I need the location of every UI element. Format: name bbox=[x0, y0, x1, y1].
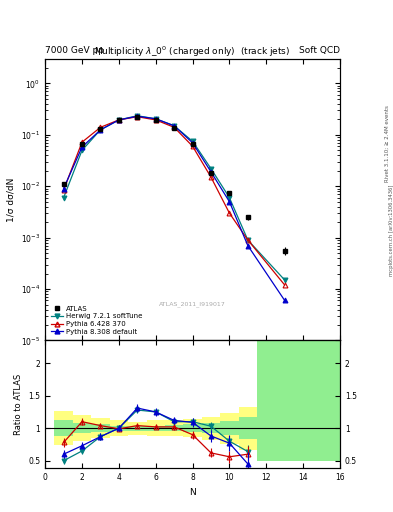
Pythia 6.428 370 bbox=[153, 117, 158, 123]
Pythia 6.428 370 bbox=[80, 139, 84, 145]
Pythia 8.308 default bbox=[190, 140, 195, 146]
Text: Soft QCD: Soft QCD bbox=[299, 46, 340, 55]
Text: ATLAS_2011_I919017: ATLAS_2011_I919017 bbox=[159, 301, 226, 307]
Herwig 7.2.1 softTune bbox=[190, 138, 195, 144]
Pythia 6.428 370 bbox=[98, 124, 103, 131]
Y-axis label: 1/σ dσ/dN: 1/σ dσ/dN bbox=[6, 178, 15, 222]
Line: Pythia 8.308 default: Pythia 8.308 default bbox=[61, 114, 287, 303]
Pythia 8.308 default bbox=[153, 116, 158, 122]
Pythia 6.428 370 bbox=[172, 124, 176, 131]
Pythia 6.428 370 bbox=[116, 117, 121, 123]
Line: Pythia 6.428 370: Pythia 6.428 370 bbox=[61, 114, 287, 287]
Pythia 8.308 default bbox=[246, 243, 250, 249]
Pythia 6.428 370 bbox=[227, 210, 232, 216]
Pythia 8.308 default bbox=[209, 169, 213, 175]
Y-axis label: Ratio to ATLAS: Ratio to ATLAS bbox=[14, 374, 23, 435]
Herwig 7.2.1 softTune bbox=[116, 117, 121, 123]
Herwig 7.2.1 softTune bbox=[172, 123, 176, 129]
X-axis label: N: N bbox=[189, 488, 196, 497]
Pythia 8.308 default bbox=[61, 185, 66, 191]
Text: 7000 GeV pp: 7000 GeV pp bbox=[45, 46, 104, 55]
Title: Multiplicity $\lambda\_0^0$ (charged only)  (track jets): Multiplicity $\lambda\_0^0$ (charged onl… bbox=[94, 45, 291, 59]
Herwig 7.2.1 softTune bbox=[246, 237, 250, 243]
Pythia 8.308 default bbox=[227, 199, 232, 205]
Pythia 6.428 370 bbox=[190, 143, 195, 150]
Herwig 7.2.1 softTune bbox=[209, 165, 213, 172]
Text: Rivet 3.1.10; ≥ 2.4M events: Rivet 3.1.10; ≥ 2.4M events bbox=[385, 105, 389, 182]
Legend: ATLAS, Herwig 7.2.1 softTune, Pythia 6.428 370, Pythia 8.308 default: ATLAS, Herwig 7.2.1 softTune, Pythia 6.4… bbox=[49, 304, 145, 337]
Pythia 6.428 370 bbox=[282, 282, 287, 288]
Pythia 8.308 default bbox=[80, 144, 84, 150]
Pythia 6.428 370 bbox=[61, 187, 66, 193]
Herwig 7.2.1 softTune bbox=[61, 195, 66, 201]
Herwig 7.2.1 softTune bbox=[135, 113, 140, 119]
Herwig 7.2.1 softTune bbox=[80, 147, 84, 154]
Herwig 7.2.1 softTune bbox=[98, 127, 103, 133]
Pythia 6.428 370 bbox=[209, 174, 213, 180]
Pythia 6.428 370 bbox=[135, 114, 140, 120]
Herwig 7.2.1 softTune bbox=[153, 116, 158, 122]
Pythia 6.428 370 bbox=[246, 237, 250, 243]
Text: mcplots.cern.ch [arXiv:1306.3436]: mcplots.cern.ch [arXiv:1306.3436] bbox=[389, 185, 393, 276]
Pythia 8.308 default bbox=[135, 113, 140, 119]
Pythia 8.308 default bbox=[282, 297, 287, 304]
Pythia 8.308 default bbox=[116, 117, 121, 123]
Herwig 7.2.1 softTune bbox=[227, 195, 232, 201]
Pythia 8.308 default bbox=[172, 123, 176, 129]
Pythia 8.308 default bbox=[98, 127, 103, 133]
Line: Herwig 7.2.1 softTune: Herwig 7.2.1 softTune bbox=[61, 113, 287, 283]
Herwig 7.2.1 softTune bbox=[282, 277, 287, 283]
